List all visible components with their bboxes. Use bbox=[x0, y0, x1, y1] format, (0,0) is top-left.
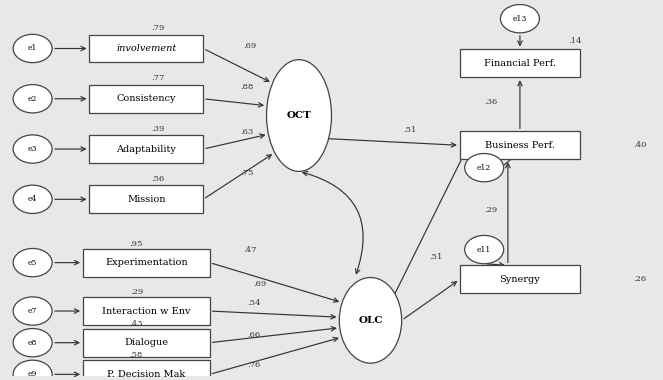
Text: .56: .56 bbox=[151, 175, 164, 183]
Text: e13: e13 bbox=[512, 15, 527, 23]
Ellipse shape bbox=[13, 85, 52, 113]
FancyBboxPatch shape bbox=[83, 249, 210, 277]
Ellipse shape bbox=[339, 277, 402, 363]
Text: Financial Perf.: Financial Perf. bbox=[484, 59, 556, 68]
Text: e3: e3 bbox=[28, 145, 37, 153]
Ellipse shape bbox=[13, 297, 52, 325]
Text: Experimentation: Experimentation bbox=[105, 258, 188, 267]
FancyBboxPatch shape bbox=[460, 265, 580, 293]
Text: e2: e2 bbox=[28, 95, 37, 103]
FancyBboxPatch shape bbox=[90, 185, 203, 213]
Text: e12: e12 bbox=[477, 164, 491, 172]
Ellipse shape bbox=[13, 34, 52, 63]
Ellipse shape bbox=[13, 360, 52, 380]
Text: e1: e1 bbox=[28, 44, 37, 52]
Ellipse shape bbox=[13, 135, 52, 163]
Text: .58: .58 bbox=[130, 352, 143, 359]
Text: .43: .43 bbox=[129, 320, 143, 328]
Text: .69: .69 bbox=[244, 42, 257, 51]
Ellipse shape bbox=[465, 236, 504, 264]
Text: e9: e9 bbox=[28, 370, 37, 378]
Text: .39: .39 bbox=[151, 125, 164, 133]
Text: .54: .54 bbox=[247, 299, 261, 307]
Text: .95: .95 bbox=[130, 240, 143, 248]
Text: Business Perf.: Business Perf. bbox=[485, 141, 555, 150]
Text: .75: .75 bbox=[241, 169, 254, 177]
FancyBboxPatch shape bbox=[83, 360, 210, 380]
Text: .36: .36 bbox=[485, 98, 498, 106]
Text: Dialogue: Dialogue bbox=[125, 338, 168, 347]
Text: .79: .79 bbox=[151, 24, 164, 32]
Text: .66: .66 bbox=[247, 331, 260, 339]
Text: .29: .29 bbox=[485, 206, 498, 214]
Text: Mission: Mission bbox=[127, 195, 166, 204]
Text: OLC: OLC bbox=[358, 316, 383, 325]
Text: .14: .14 bbox=[569, 37, 582, 45]
Text: e8: e8 bbox=[28, 339, 37, 347]
Ellipse shape bbox=[13, 329, 52, 357]
Text: .26: .26 bbox=[634, 276, 646, 283]
Text: P. Decision Mak: P. Decision Mak bbox=[107, 370, 186, 379]
Text: e5: e5 bbox=[28, 259, 37, 267]
Text: .47: .47 bbox=[243, 246, 257, 254]
FancyBboxPatch shape bbox=[90, 35, 203, 62]
FancyBboxPatch shape bbox=[460, 49, 580, 78]
FancyBboxPatch shape bbox=[90, 85, 203, 113]
Text: .40: .40 bbox=[634, 141, 647, 149]
FancyBboxPatch shape bbox=[83, 329, 210, 357]
Ellipse shape bbox=[13, 249, 52, 277]
Text: involvement: involvement bbox=[116, 44, 176, 53]
Text: OCT: OCT bbox=[286, 111, 312, 120]
Text: Synergy: Synergy bbox=[499, 275, 540, 284]
FancyBboxPatch shape bbox=[83, 297, 210, 325]
Text: e7: e7 bbox=[28, 307, 37, 315]
Text: .76: .76 bbox=[247, 361, 260, 369]
Text: .88: .88 bbox=[241, 83, 254, 91]
Text: .51: .51 bbox=[429, 253, 442, 261]
Text: .29: .29 bbox=[130, 288, 143, 296]
FancyBboxPatch shape bbox=[460, 131, 580, 159]
Ellipse shape bbox=[501, 5, 540, 33]
FancyBboxPatch shape bbox=[90, 135, 203, 163]
Ellipse shape bbox=[267, 60, 332, 171]
Text: Consistency: Consistency bbox=[117, 94, 176, 103]
Text: Interaction w Env: Interaction w Env bbox=[102, 307, 190, 315]
Text: e4: e4 bbox=[28, 195, 37, 203]
Text: Adaptability: Adaptability bbox=[117, 144, 176, 154]
Text: .63: .63 bbox=[241, 128, 254, 136]
Text: .51: .51 bbox=[403, 127, 416, 135]
Text: e11: e11 bbox=[477, 245, 491, 253]
Text: .69: .69 bbox=[253, 280, 267, 288]
Ellipse shape bbox=[465, 154, 504, 182]
Text: .77: .77 bbox=[151, 74, 164, 82]
Ellipse shape bbox=[13, 185, 52, 214]
